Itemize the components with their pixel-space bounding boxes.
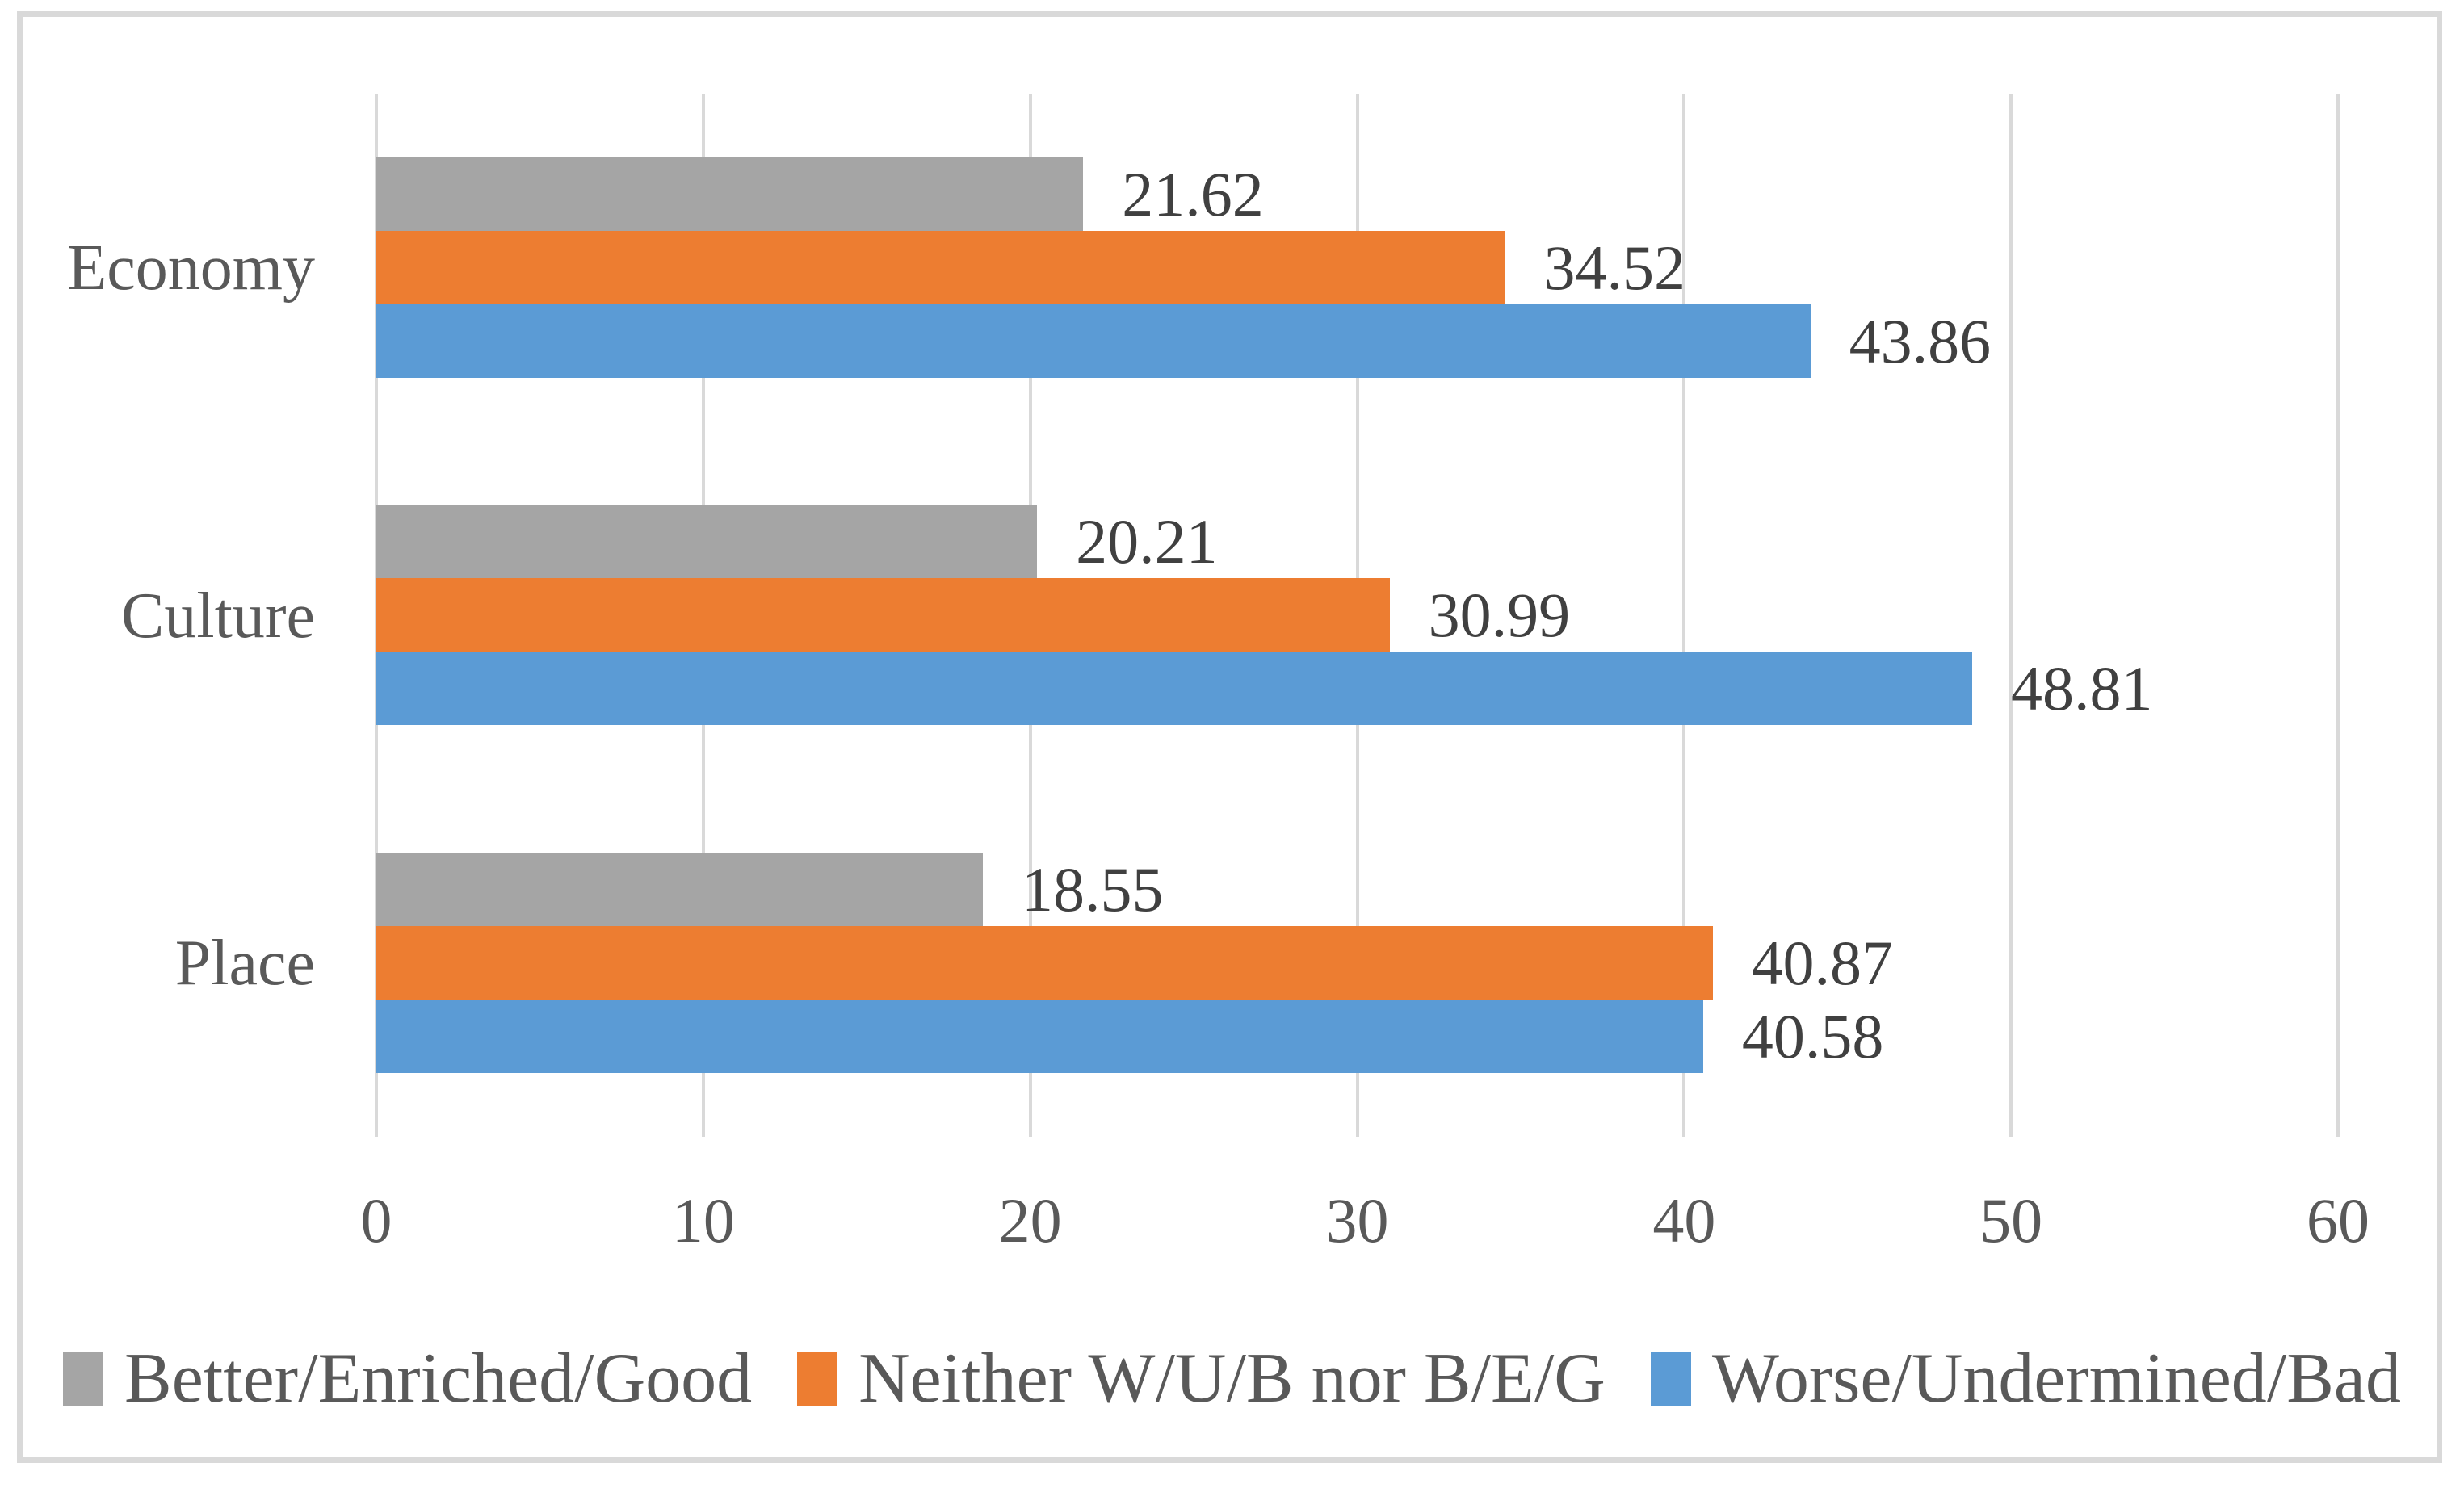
bar-culture-neither-w-u-b-nor-b-e-g <box>376 578 1390 652</box>
gridline <box>2336 94 2340 1137</box>
category-label-economy: Economy <box>67 233 315 304</box>
x-axis-tick-label: 10 <box>671 1185 735 1255</box>
x-axis-tick-label: 30 <box>1325 1185 1389 1255</box>
legend-item-1: Better/Enriched/Good <box>63 1335 752 1423</box>
data-label: 20.21 <box>1076 506 1218 577</box>
bar-culture-worse-undermined-bad <box>376 652 1972 726</box>
x-axis-tick-label: 20 <box>998 1185 1062 1255</box>
data-label: 21.62 <box>1122 159 1264 229</box>
x-axis-tick-label: 0 <box>360 1185 392 1255</box>
legend-label: Neither W/U/B nor B/E/G <box>858 1339 1606 1418</box>
gridline <box>2009 94 2013 1137</box>
bar-place-better-enriched-good <box>376 852 983 926</box>
gridline <box>1682 94 1686 1137</box>
data-label: 30.99 <box>1428 580 1571 651</box>
category-label-culture: Culture <box>121 580 315 652</box>
x-axis-tick-label: 60 <box>2307 1185 2370 1255</box>
data-label: 48.81 <box>2010 653 2153 724</box>
bar-economy-neither-w-u-b-nor-b-e-g <box>376 231 1505 304</box>
bar-place-worse-undermined-bad <box>376 999 1703 1073</box>
data-label: 34.52 <box>1543 233 1685 303</box>
data-label: 40.58 <box>1741 1000 1884 1071</box>
x-axis-tick-label: 40 <box>1652 1185 1716 1255</box>
bar-place-neither-w-u-b-nor-b-e-g <box>376 925 1713 1000</box>
bar-economy-worse-undermined-bad <box>376 304 1811 378</box>
data-label: 40.87 <box>1751 927 1894 998</box>
legend-item-2: Neither W/U/B nor B/E/G <box>797 1335 1606 1423</box>
bar-culture-better-enriched-good <box>376 505 1038 579</box>
legend-swatch-icon <box>1650 1352 1691 1406</box>
legend-swatch-icon <box>63 1352 104 1406</box>
chart-legend: Better/Enriched/Good Neither W/U/B nor B/… <box>0 1324 2464 1434</box>
x-axis-tick-label: 50 <box>1979 1185 2043 1255</box>
category-label-place: Place <box>174 927 315 999</box>
legend-item-3: Worse/Undermined/Bad <box>1650 1335 2401 1423</box>
legend-label: Worse/Undermined/Bad <box>1711 1339 2401 1418</box>
bar-economy-better-enriched-good <box>376 157 1084 231</box>
data-label: 43.86 <box>1849 306 1992 376</box>
legend-label: Better/Enriched/Good <box>124 1339 753 1418</box>
data-label: 18.55 <box>1021 853 1164 924</box>
legend-swatch-icon <box>797 1352 838 1406</box>
